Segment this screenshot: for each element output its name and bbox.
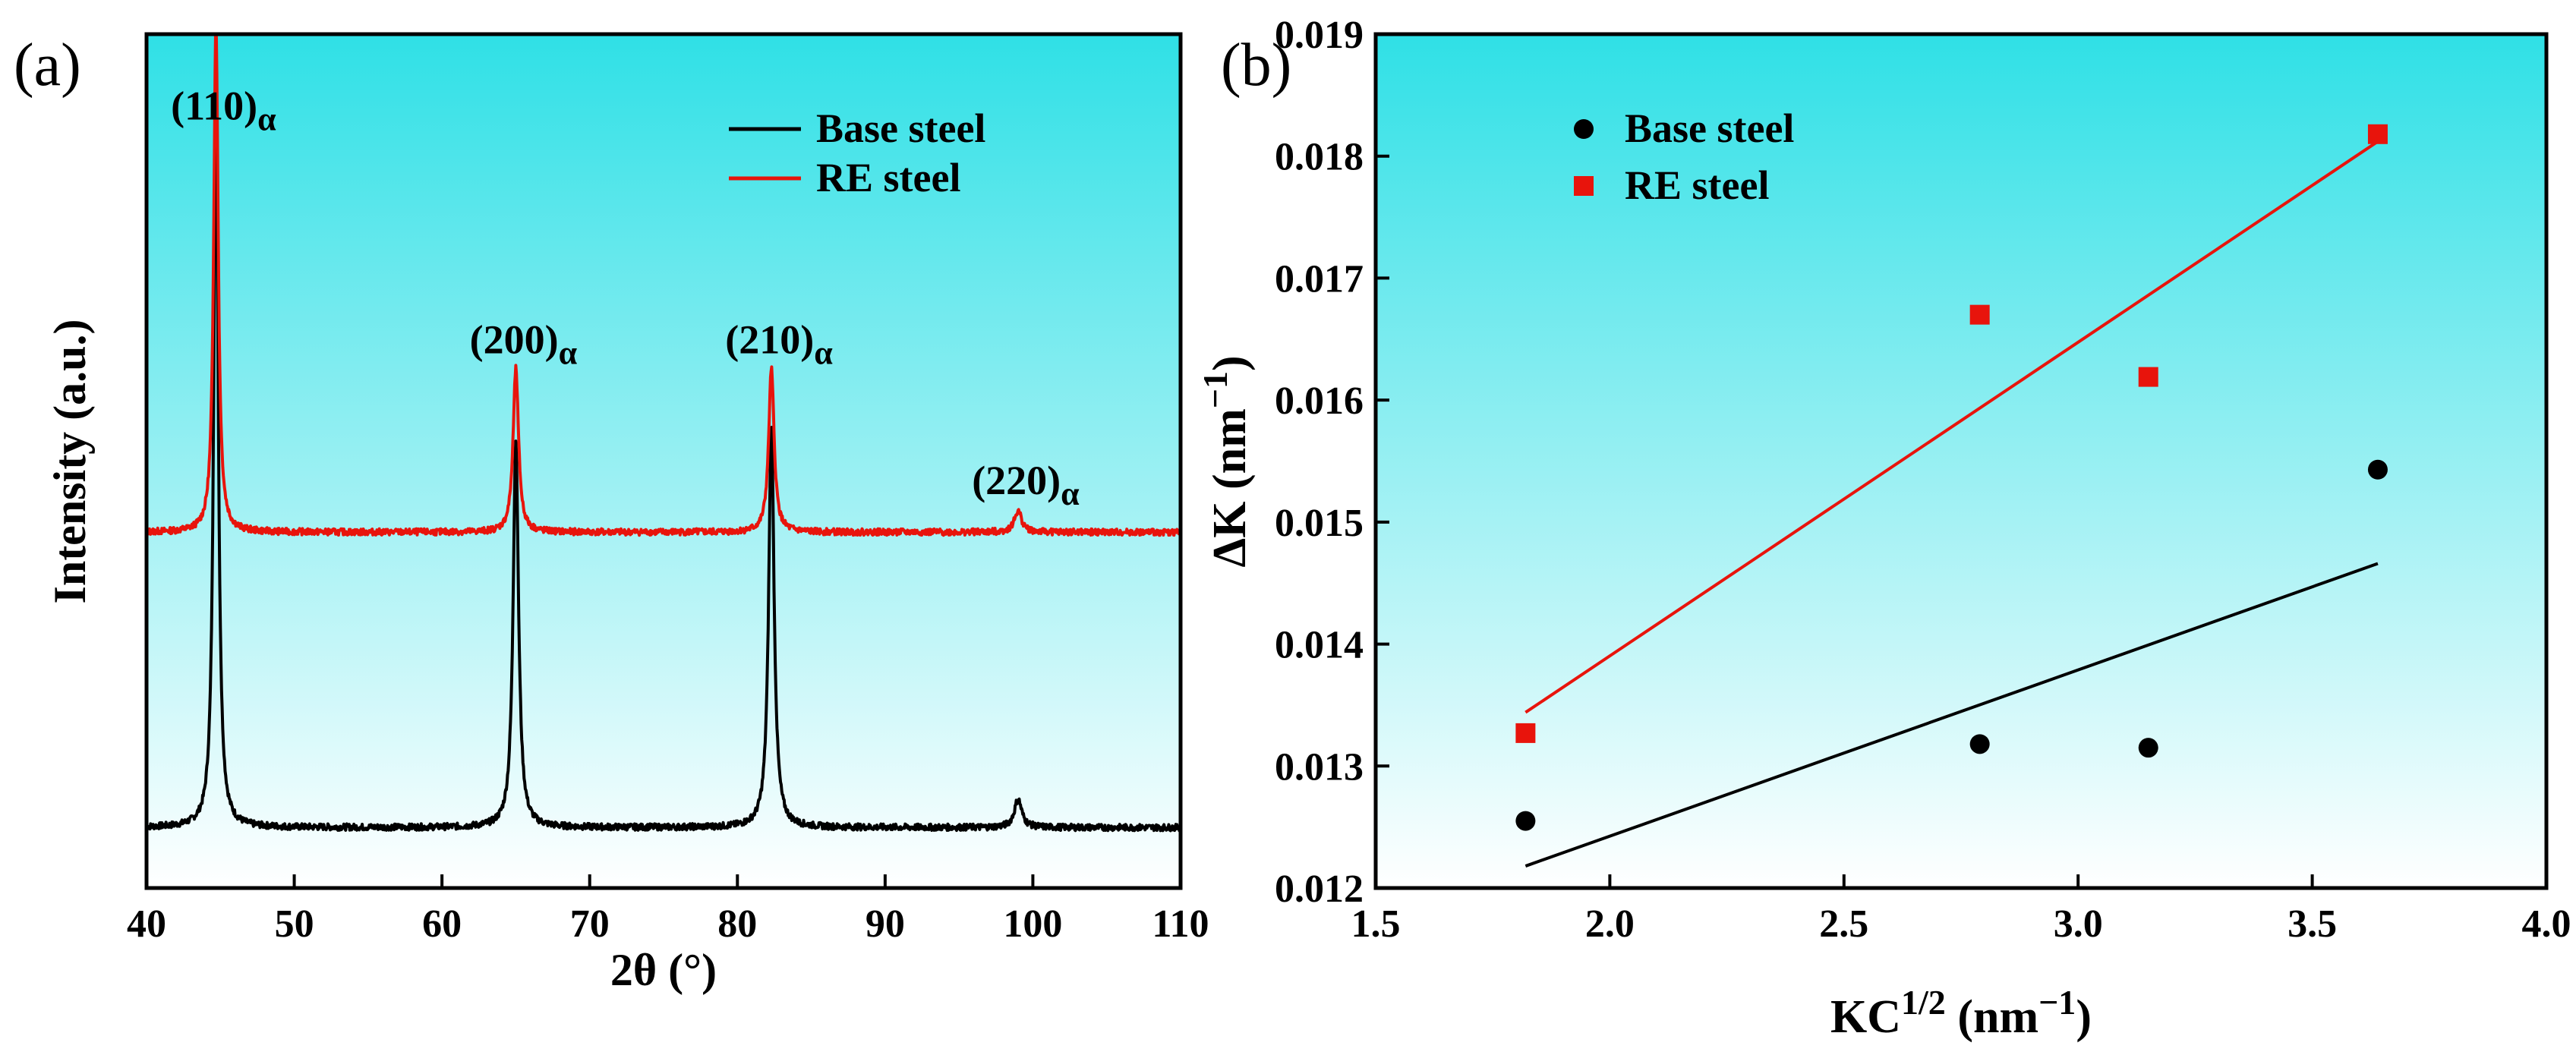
panel-b-x-tick-label-3.0: 3.0 <box>2054 902 2103 946</box>
panel-a-label: (a) <box>14 32 81 99</box>
panel-b-data-points <box>1515 124 2388 831</box>
panel-b-x-tick-labels: 1.5 2.0 2.5 3.0 3.5 4.0 <box>1351 902 2571 946</box>
panel-b-x-tick-label-1.5: 1.5 <box>1351 902 1401 946</box>
point-re-steel-2 <box>1969 304 1990 325</box>
panel-b-x-axis-title: KC1/2 (nm−1) <box>1830 983 2092 1043</box>
panel-a-x-tick-label-90: 90 <box>865 902 905 946</box>
panel-b-x-tick-label-4.0: 4.0 <box>2522 902 2571 946</box>
legend-re-steel-marker <box>1574 176 1594 196</box>
panel-a-x-tick-label-100: 100 <box>1003 902 1062 946</box>
peak-label-220: (220)α <box>972 458 1080 512</box>
fit-line-re-steel <box>1524 140 2379 714</box>
legend-b-base-steel-label: Base steel <box>1625 106 1794 151</box>
peak-label-210: (210)α <box>725 317 833 372</box>
point-base-steel-2 <box>1969 734 1990 754</box>
series-re-steel-line <box>147 34 1181 537</box>
panel-b-y-tick-labels: 0.012 0.013 0.014 0.015 0.016 0.017 0.018 0.019 <box>1275 14 1364 911</box>
panel-b-label: (b) <box>1221 32 1291 99</box>
panel-b-y-tick-label-0.015: 0.015 <box>1275 502 1364 545</box>
panel-a-peak-annotations: (110)α (200)α (210)α (220)α <box>171 83 1080 513</box>
panel-b-frame <box>1373 32 2549 890</box>
panel-a-x-tick-label-50: 50 <box>275 902 314 946</box>
point-re-steel-1 <box>1515 723 1536 743</box>
panel-b-x-tick-label-3.5: 3.5 <box>2288 902 2337 946</box>
panel-a-frame <box>144 32 1183 890</box>
legend-base-steel-marker <box>1574 119 1594 139</box>
panel-b-x-tick-label-2.5: 2.5 <box>1819 902 1868 946</box>
panel-b-x-tick-label-2.0: 2.0 <box>1585 902 1635 946</box>
legend-base-steel-label: Base steel <box>816 106 985 151</box>
panel-a-x-tick-label-110: 110 <box>1152 902 1209 946</box>
panel-b-y-tick-label-0.018: 0.018 <box>1275 136 1364 179</box>
point-base-steel-1 <box>1515 811 1536 831</box>
panel-b-y-tick-label-0.019: 0.019 <box>1275 14 1364 57</box>
panel-a-x-tick-label-70: 70 <box>570 902 610 946</box>
panel-a-x-axis-title: 2θ (°) <box>610 945 717 995</box>
peak-label-200: (200)α <box>470 317 578 372</box>
panel-a-x-tick-label-60: 60 <box>422 902 462 946</box>
panel-a-x-tick-label-80: 80 <box>717 902 757 946</box>
peak-label-110: (110)α <box>171 83 276 138</box>
legend-re-steel-label: RE steel <box>816 155 960 200</box>
panel-b: (b) 1.5 2.0 2.5 3.0 3.5 4.0 0.0120.0130.0140.… <box>1196 14 2571 1043</box>
point-base-steel-3 <box>2138 738 2158 758</box>
panel-b-y-tick-label-0.012: 0.012 <box>1275 868 1364 911</box>
panel-b-y-tick-label-0.014: 0.014 <box>1275 624 1364 667</box>
panel-b-y-axis-title: ΔK (nm−1) <box>1196 355 1256 567</box>
point-base-steel-4 <box>2367 459 2388 480</box>
panel-b-plot-background <box>1376 34 2546 888</box>
panel-a-legend: Base steel RE steel <box>729 106 985 200</box>
panel-a-x-tick-label-40: 40 <box>127 902 166 946</box>
point-re-steel-4 <box>2367 124 2388 144</box>
panel-a-x-tick-labels: 40 50 60 70 80 90 100 110 <box>127 902 1209 946</box>
panel-b-y-tick-label-0.013: 0.013 <box>1275 745 1364 789</box>
panel-b-y-tick-label-0.017: 0.017 <box>1275 257 1364 301</box>
panel-a: (a) 40 50 60 70 80 90 100 110 (110)α (200)α (210)… <box>14 32 1209 995</box>
fit-line-base-steel <box>1524 562 2379 868</box>
panel-a-y-axis-title: Intensity (a.u.) <box>45 319 95 603</box>
point-re-steel-3 <box>2138 367 2158 387</box>
panel-b-legend: Base steel RE steel <box>1574 106 1794 208</box>
legend-b-re-steel-label: RE steel <box>1625 162 1769 208</box>
panel-a-plot-background <box>147 34 1181 888</box>
series-base-steel-line <box>147 75 1181 833</box>
panel-b-y-tick-label-0.016: 0.016 <box>1275 379 1364 423</box>
